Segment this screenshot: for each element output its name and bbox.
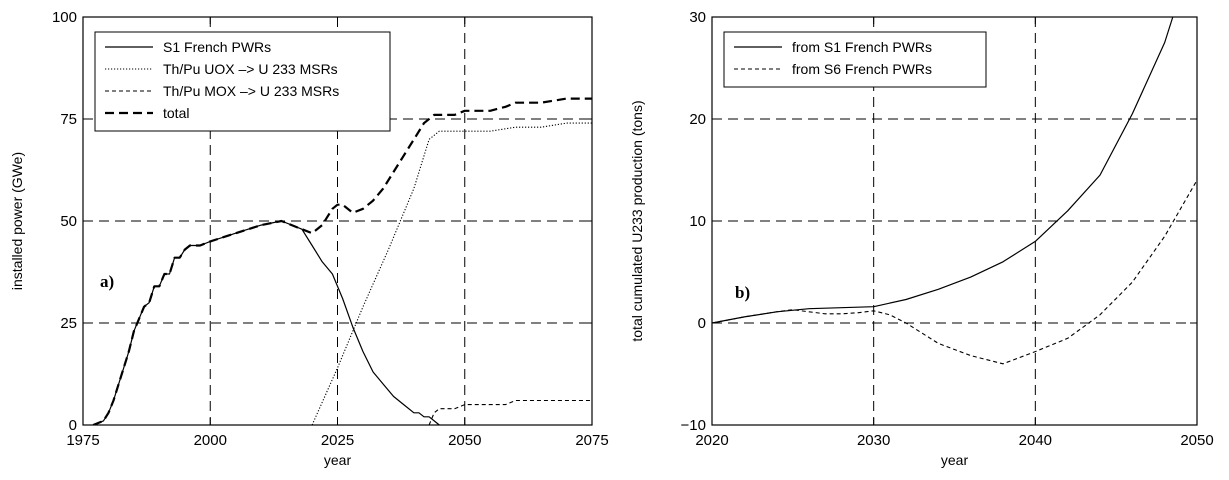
panel-b-legend-label-2: from S6 French PWRs [792,61,932,77]
panel-a-legend-label-4: total [163,105,189,121]
panel-a-x-tick-label: 2025 [321,432,354,449]
panel-b-legend-label-1: from S1 French PWRs [792,39,932,55]
panel-a-x-axis-title: year [324,452,352,468]
panel-a-y-tick-label: 0 [69,417,77,434]
panel-a-y-tick-label: 25 [60,315,77,332]
panel-b-grid [712,17,1197,425]
panel-a-y-axis-title: installed power (GWe) [9,152,25,290]
panel-a-legend-label-3: Th/Pu MOX –> U 233 MSRs [163,83,339,99]
panel-a-x-tick-label: 2050 [448,432,481,449]
panel-a-legend-label-1: S1 French PWRs [163,39,271,55]
panel-a-y-tick-label: 100 [52,9,77,26]
panel-b-y-axis-title: total cumulated U233 production (tons) [629,100,645,341]
panel-a-y-tick-label: 75 [60,111,77,128]
panel-a-series [92,97,592,425]
panel-a-legend-label-2: Th/Pu UOX –> U 233 MSRs [163,61,338,77]
panel-a-legend: S1 French PWRs Th/Pu UOX –> U 233 MSRs Th/… [94,31,391,132]
panel-a-label: a) [100,272,114,291]
panel-b-label: b) [735,283,750,302]
panel-b-y-tick-label: 20 [689,111,706,128]
panel-a-legend-box [94,31,391,132]
panel-b-x-tick-label: 2050 [1180,432,1213,449]
panel-b-y-tick-label: −10 [681,417,706,434]
panel-a-series-line-3 [428,399,592,425]
panel-b-y-tick-label: 30 [689,9,706,26]
panel-b-x-tick-label: 2020 [695,432,728,449]
panel-a-x-tick-label: 1975 [66,432,99,449]
panel-b-legend: from S1 French PWRs from S6 French PWRs [723,31,987,88]
panel-b-x-axis-title: year [941,452,969,468]
panel-a-x-tick-label: 2000 [194,432,227,449]
panel-b-series [712,17,1197,365]
panel-b-y-tick-label: 0 [698,315,706,332]
panel-b-legend-box [723,31,987,88]
panel-b-y-tick-label: 10 [689,213,706,230]
panel-a-series-line-2 [311,122,592,425]
panel-a-ticks: 1975 2000 2025 2050 2075 0 25 50 75 100 [52,9,609,449]
panel-a-series-line-4 [92,97,592,425]
panel-b-series-line-1 [712,17,1174,324]
panel-b-series-line-2 [712,179,1197,365]
panel-a-y-tick-label: 50 [60,213,77,230]
panel-a-x-tick-label: 2075 [575,432,608,449]
panel-b-x-tick-label: 2040 [1019,432,1052,449]
panel-a-installed-power-chart: 1975 2000 2025 2050 2075 0 25 50 75 100 year inst… [9,9,609,468]
panel-b-x-tick-label: 2030 [857,432,890,449]
